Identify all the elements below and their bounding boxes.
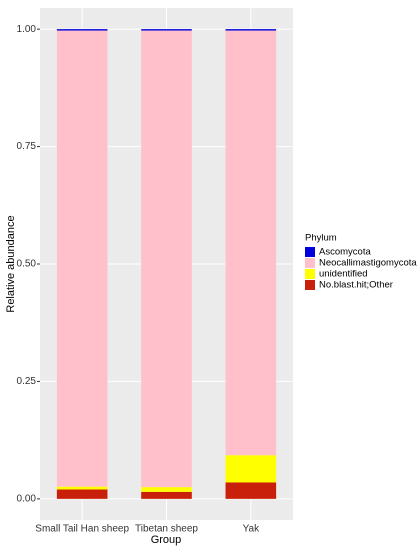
- legend-swatch: [305, 269, 315, 279]
- x-tick-label: Small Tail Han sheep: [35, 524, 129, 535]
- bar-segment: [141, 29, 192, 31]
- x-tick-label: Tibetan sheep: [135, 524, 198, 535]
- y-tick-label: 0.00: [17, 494, 37, 505]
- legend-label: Ascomycota: [319, 247, 371, 258]
- bar-segment: [141, 30, 192, 488]
- bar-segment: [141, 491, 192, 499]
- y-tick-label: 1.00: [17, 24, 37, 35]
- legend-label: Neocallimastigomycota: [319, 258, 417, 269]
- y-tick-label: 0.50: [17, 259, 37, 270]
- bar-segment: [56, 489, 108, 499]
- bar-segment: [56, 29, 108, 31]
- y-tick-label: 0.25: [17, 376, 37, 387]
- bar-segment: [225, 29, 277, 31]
- y-tick-label: 0.75: [17, 141, 37, 152]
- legend-swatch: [305, 258, 315, 268]
- bar-segment: [56, 30, 108, 487]
- y-axis-label: Relative abundance: [5, 215, 17, 312]
- legend-label: unidentified: [319, 269, 368, 280]
- legend-swatch: [305, 280, 315, 290]
- bar-segment: [225, 30, 277, 456]
- legend-title: Phylum: [305, 233, 337, 244]
- bar-segment: [56, 486, 108, 490]
- legend-label: No.blast.hit;Other: [319, 280, 393, 291]
- bar-segment: [225, 455, 277, 483]
- x-axis-label: Group: [151, 534, 182, 546]
- legend-swatch: [305, 247, 315, 257]
- bar-segment: [225, 482, 277, 499]
- x-tick-label: Yak: [243, 524, 260, 535]
- bar-segment: [141, 487, 192, 492]
